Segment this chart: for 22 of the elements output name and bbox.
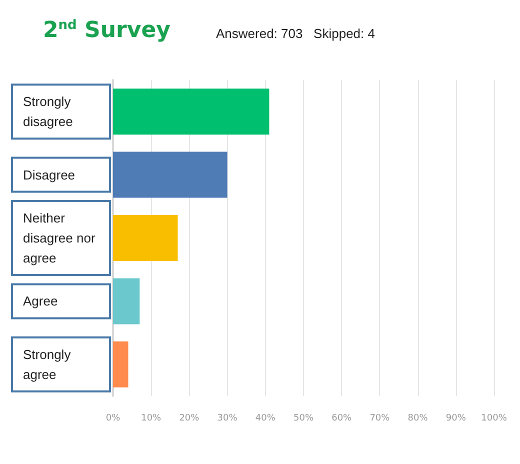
y-tick-label: Strongly agree <box>23 346 74 382</box>
y-tick-label: Agree <box>23 294 58 309</box>
x-tick-label: 40% <box>255 414 276 424</box>
y-tick-label: Strongly disagree <box>23 94 74 130</box>
y-tick-label: Disagree <box>23 167 76 182</box>
x-tick-label: 0% <box>106 414 121 424</box>
bar <box>113 152 228 198</box>
x-tick-label: 60% <box>332 414 352 424</box>
x-tick-label: 70% <box>370 414 390 424</box>
x-tick-label: 50% <box>293 414 314 424</box>
x-tick-label: 100% <box>481 414 508 424</box>
bar <box>113 88 270 135</box>
y-tick-label: Neither disagree nor agree <box>23 210 99 266</box>
x-tick-label: 80% <box>408 414 428 424</box>
x-tick-label: 20% <box>179 414 200 424</box>
x-tick-label: 90% <box>446 414 466 424</box>
bar <box>113 215 178 261</box>
bar <box>113 278 140 324</box>
chart-subtitle: Answered: 703 Skipped: 4 <box>216 26 375 41</box>
bar <box>113 341 128 388</box>
x-tick-label: 10% <box>141 414 162 424</box>
x-tick-label: 30% <box>217 414 238 424</box>
